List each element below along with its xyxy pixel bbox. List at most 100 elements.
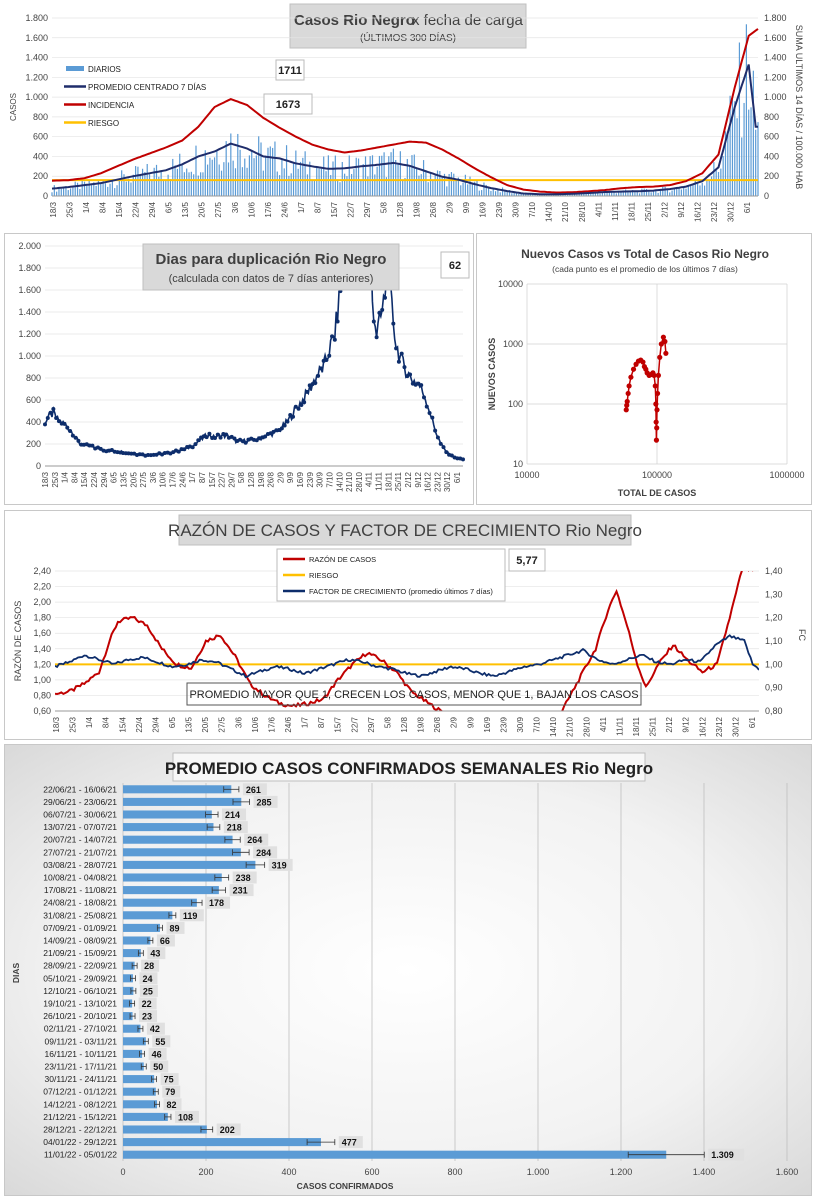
daily-bar [269,146,271,196]
daily-bar [276,171,278,196]
value-label-bg [174,1110,199,1123]
doubling-point [282,423,287,428]
x-tick-label: 24/6 [284,716,293,732]
daily-bar [757,122,759,196]
daily-bar [262,170,264,196]
daily-bar [636,190,638,196]
daily-bar [81,180,83,196]
value-label-bg [223,821,248,834]
y-tick-label: 600 [26,395,41,405]
daily-bar [497,188,499,196]
daily-bar [169,179,172,196]
value-label-bg [166,921,185,934]
chart-title: PROMEDIO CASOS CONFIRMADOS SEMANALES Rio… [165,759,653,778]
bar [123,1012,133,1021]
x-tick-label: 22/4 [135,716,144,732]
daily-bar [234,168,237,196]
value-label-bg [139,972,158,985]
daily-bar [664,186,666,196]
daily-bar [383,152,385,196]
annotation-box [263,93,313,115]
x-tick-label: 6/5 [168,716,177,728]
x-tick-label: 10/6 [159,471,168,487]
y-tick-label: 1.200 [18,329,41,339]
y2-tick-label: 200 [764,171,779,181]
value-label: 108 [178,1112,193,1122]
bar [123,999,133,1008]
y-tick-label: 2,40 [33,566,51,576]
daily-bar [272,147,274,196]
daily-bar [483,182,485,196]
x-tick-label: 1/7 [301,716,310,728]
y-tick-label: 1000 [503,339,523,349]
daily-bar [622,190,624,196]
x-tick-label: 9/9 [286,471,295,483]
x-tick-label: 1.200 [610,1167,633,1177]
category-label: 11/01/22 - 05/01/22 [44,1150,117,1160]
y2-tick-label: 1.200 [764,72,787,82]
daily-bar [471,183,473,196]
daily-bar [738,42,741,196]
y2-tick-label: 1,10 [765,636,783,646]
daily-bar [330,175,332,196]
y-tick-label: 1.000 [18,351,41,361]
daily-bar [76,182,79,196]
daily-bar [422,160,425,196]
scatter-point [657,354,663,360]
category-label: 12/10/21 - 06/10/21 [43,986,117,996]
chart-title: Dias para duplicación Rio Negro [156,251,387,268]
daily-bar [710,176,713,196]
y-axis-label: CASOS [9,93,18,121]
category-label: 21/12/21 - 15/12/21 [43,1112,117,1122]
daily-bar [501,187,504,196]
category-label: 14/09/21 - 08/09/21 [43,936,117,946]
daily-bar [713,162,715,196]
doubling-point [396,359,401,364]
daily-bar [418,175,420,196]
value-label: 25 [143,986,153,996]
daily-bar [701,182,703,196]
x-tick-label: 25/11 [644,201,653,221]
x-tick-label: 7/10 [325,471,334,487]
x-tick-label: 16/12 [698,716,707,737]
daily-bar [371,155,374,196]
weekly-average-svg: PROMEDIO CASOS CONFIRMADOS SEMANALES Rio… [11,752,798,1191]
daily-bar [717,172,720,196]
doubling-point [335,319,340,324]
daily-bar [734,101,736,196]
bar [123,810,212,819]
y-tick-label: 0,60 [33,706,51,716]
daily-bar [741,137,743,196]
daily-bar [251,151,253,196]
doubling-point [380,307,385,312]
x-tick-label: 8/7 [317,716,326,728]
x-tick-label: 9/12 [677,201,686,217]
x-tick-label: 19/8 [413,201,422,217]
daily-bar [63,187,65,196]
daily-bar [508,190,511,196]
daily-bar [504,189,506,196]
x-tick-label: 16/12 [424,471,433,492]
doubling-point [215,432,220,437]
chart-subtitle: (calculada con datos de 7 días anteriore… [169,273,374,285]
daily-bar [83,181,86,196]
title-box [178,514,632,546]
daily-bar [429,172,432,196]
daily-bar [244,158,246,196]
doubling-point [374,335,379,340]
daily-bar [597,192,599,196]
daily-bar [550,194,552,196]
x-tick-label: 22/4 [132,201,141,217]
doubling-point [371,319,376,324]
daily-bar [432,180,434,196]
daily-bar [344,173,346,196]
daily-bar [202,172,204,196]
daily-bar [604,191,606,196]
daily-bar [118,180,120,196]
x-tick-label: 27/5 [139,471,148,487]
bar [123,1138,321,1147]
value-label: 218 [227,823,242,833]
doubling-point [296,406,301,411]
x-tick-label: 12/8 [247,471,256,487]
y-tick-label: 1.600 [18,285,41,295]
